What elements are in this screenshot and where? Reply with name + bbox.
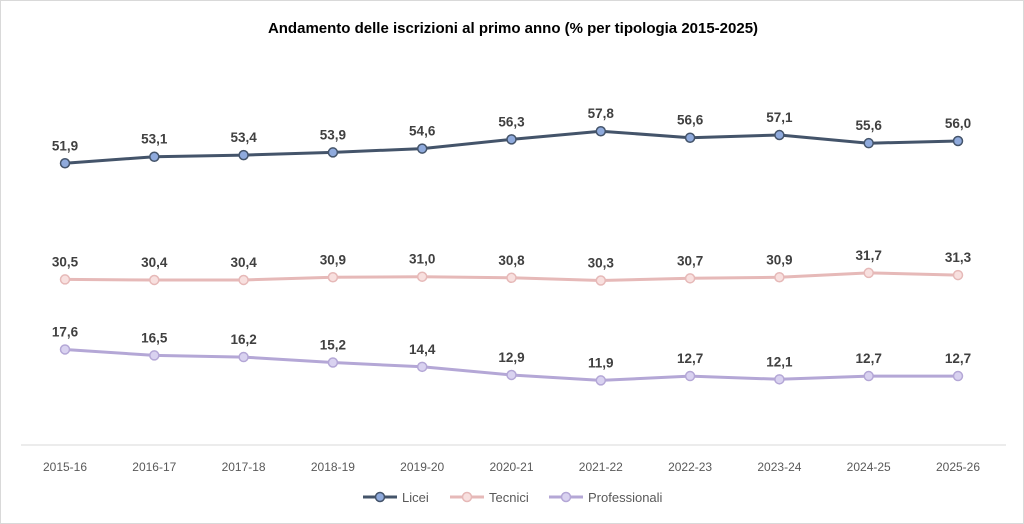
- data-label: 30,7: [677, 253, 703, 268]
- x-tick-label: 2023-24: [757, 460, 801, 474]
- data-point: [506, 272, 517, 284]
- data-point: [59, 344, 71, 355]
- data-point: [952, 370, 964, 382]
- data-label: 53,4: [230, 130, 257, 145]
- x-tick-label: 2021-22: [579, 460, 623, 474]
- series-licei: 51,9 53,1 53,4 53,9 54,6 56,3 57,8 56,6 57,1 55,6…: [52, 106, 971, 169]
- data-label: 14,4: [409, 342, 436, 357]
- legend-item: Professionali: [549, 490, 663, 505]
- data-label: 12,7: [945, 351, 971, 366]
- data-point: [952, 135, 964, 147]
- legend-label: Licei: [402, 490, 429, 505]
- x-tick-label: 2015-16: [43, 460, 87, 474]
- series-professionali: 17,6 16,5 16,2 15,2 14,4 12,9 11,9 12,7 12,1 12,7…: [52, 324, 971, 386]
- legend-swatch-marker: [560, 491, 572, 503]
- x-tick-label: 2024-25: [847, 460, 891, 474]
- data-label: 30,3: [588, 256, 615, 271]
- data-label: 56,3: [498, 114, 525, 129]
- data-label: 12,9: [498, 350, 524, 365]
- x-axis-ticks: 2015-16 2016-17 2017-18 2018-19 2019-20 2020-…: [43, 460, 980, 474]
- data-point: [416, 361, 428, 373]
- data-label: 30,4: [230, 255, 257, 270]
- data-point: [863, 370, 874, 382]
- data-label: 16,5: [141, 330, 168, 345]
- data-label: 17,6: [52, 324, 79, 339]
- data-label: 11,9: [588, 355, 614, 370]
- data-label: 53,9: [320, 127, 346, 142]
- x-tick-label: 2020-21: [489, 460, 533, 474]
- x-tick-label: 2025-26: [936, 460, 980, 474]
- data-label: 31,7: [856, 248, 882, 263]
- data-point: [149, 350, 160, 361]
- legend-swatch-marker: [374, 491, 386, 503]
- data-label: 16,2: [230, 332, 256, 347]
- data-label: 30,9: [320, 252, 346, 267]
- data-point: [863, 267, 874, 279]
- data-point: [774, 374, 785, 385]
- data-point: [774, 272, 785, 283]
- legend-item: Licei: [363, 490, 429, 505]
- data-label: 12,1: [766, 354, 793, 369]
- data-point: [952, 269, 964, 281]
- data-point: [327, 357, 339, 368]
- data-label: 30,9: [766, 252, 792, 267]
- data-point: [863, 137, 874, 149]
- series-tecnici: 30,5 30,4 30,4 30,9 31,0 30,8 30,3 30,7 30,9 31,7…: [52, 248, 972, 286]
- x-tick-label: 2019-20: [400, 460, 444, 474]
- data-point: [595, 275, 607, 286]
- data-label: 12,7: [677, 351, 703, 366]
- x-tick-label: 2017-18: [222, 460, 266, 474]
- data-label: 12,7: [856, 351, 882, 366]
- data-label: 54,6: [409, 124, 436, 139]
- data-point: [684, 132, 696, 143]
- x-tick-label: 2018-19: [311, 460, 355, 474]
- data-point: [59, 158, 71, 169]
- data-point: [238, 274, 249, 286]
- data-point: [774, 129, 785, 141]
- data-label: 30,8: [498, 253, 525, 268]
- data-point: [684, 273, 696, 284]
- data-point: [416, 143, 428, 154]
- data-label: 57,1: [766, 110, 793, 125]
- legend: Licei Tecnici Professionali: [363, 490, 663, 505]
- data-point: [327, 272, 339, 283]
- data-point: [327, 147, 339, 158]
- data-label: 51,9: [52, 138, 78, 153]
- data-point: [416, 271, 428, 282]
- data-label: 56,0: [945, 116, 971, 131]
- data-label: 55,6: [856, 118, 883, 133]
- data-point: [149, 274, 160, 286]
- data-label: 30,5: [52, 254, 79, 269]
- data-point: [506, 369, 517, 381]
- legend-label: Professionali: [588, 490, 663, 505]
- data-point: [59, 274, 71, 285]
- data-label: 31,0: [409, 252, 435, 267]
- data-label: 31,3: [945, 250, 972, 265]
- data-point: [149, 151, 160, 162]
- data-point: [595, 375, 607, 386]
- data-label: 30,4: [141, 255, 168, 270]
- data-point: [238, 149, 249, 161]
- x-tick-label: 2022-23: [668, 460, 712, 474]
- data-point: [595, 125, 607, 137]
- data-label: 57,8: [588, 106, 615, 121]
- data-label: 56,6: [677, 113, 704, 128]
- data-point: [238, 351, 249, 363]
- legend-item: Tecnici: [450, 490, 529, 505]
- data-point: [684, 370, 696, 382]
- x-tick-label: 2016-17: [132, 460, 176, 474]
- legend-swatch-marker: [461, 491, 473, 503]
- legend-label: Tecnici: [489, 490, 529, 505]
- data-label: 53,1: [141, 132, 168, 147]
- data-label: 15,2: [320, 337, 346, 352]
- data-point: [506, 134, 517, 145]
- chart-title: Andamento delle iscrizioni al primo anno…: [268, 20, 758, 37]
- series-layer: 51,9 53,1 53,4 53,9 54,6 56,3 57,8 56,6 57,1 55,6…: [52, 106, 972, 386]
